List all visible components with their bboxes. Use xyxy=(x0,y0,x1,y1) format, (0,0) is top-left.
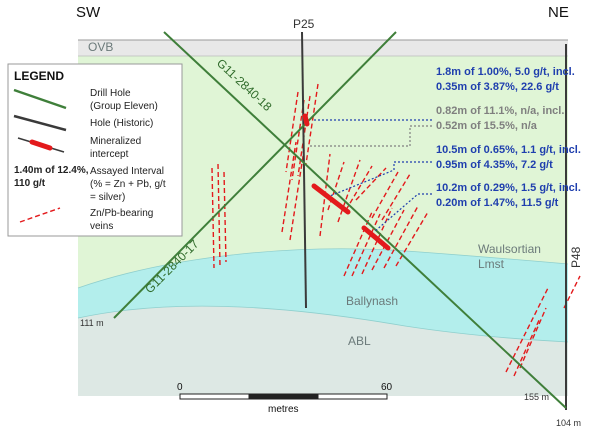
assay-2: 0.82m of 11.1%, n/a, incl. 0.52m of 15.5… xyxy=(436,105,564,132)
vein xyxy=(371,209,405,271)
abl-label: ABL xyxy=(348,334,371,348)
vein xyxy=(217,163,221,267)
hole-g11-2840-17 xyxy=(113,31,397,319)
vein xyxy=(305,83,319,165)
legend-veins-sub: veins xyxy=(90,221,113,232)
legend-vein-symbol xyxy=(19,207,61,223)
svg-text:0.95m of 4.35%, 7.2 g/t: 0.95m of 4.35%, 7.2 g/t xyxy=(436,159,553,171)
legend-assayed-sub2: = silver) xyxy=(90,192,125,203)
hole-p25 xyxy=(301,31,307,309)
abl-top-contact xyxy=(77,305,569,343)
mineralized-intercept xyxy=(361,225,391,251)
leader-2 xyxy=(310,125,432,147)
vein xyxy=(337,159,361,223)
legend-intercept-red xyxy=(29,139,53,151)
leader-4 xyxy=(373,193,432,233)
assay-1: 1.8m of 1.00%, 5.0 g/t, incl. 0.35m of 3… xyxy=(436,66,575,93)
svg-text:0.52m of 15.5%, n/a: 0.52m of 15.5%, n/a xyxy=(436,120,538,132)
scale-bar: 0 60 metres xyxy=(177,382,393,415)
ballynash-unit xyxy=(78,248,568,342)
assay-leaders xyxy=(310,119,432,233)
direction-ne: NE xyxy=(548,4,569,21)
p25-label: P25 xyxy=(293,17,315,31)
vein xyxy=(291,99,305,181)
ballynash-top-contact xyxy=(77,248,569,289)
ovb-unit xyxy=(78,40,568,56)
legend-drill-hole-symbol xyxy=(13,88,67,110)
vein xyxy=(223,171,227,263)
leader-3 xyxy=(329,161,432,197)
direction-sw: SW xyxy=(76,4,101,21)
assay-3: 10.5m of 0.65%, 1.1 g/t, incl. 0.95m of … xyxy=(436,144,581,171)
legend-assayed-sub1: (% = Zn + Pb, g/t xyxy=(90,179,166,190)
scale-end: 60 xyxy=(381,382,393,393)
vein xyxy=(355,167,387,201)
legend-drill-hole-label: Drill Hole xyxy=(90,88,131,99)
scale-seg-3 xyxy=(317,393,388,400)
legend-box xyxy=(7,63,183,237)
waulsortian-label: Waulsortian xyxy=(478,242,541,256)
scale-seg-2 xyxy=(248,393,319,400)
vein xyxy=(519,307,547,369)
scale-seg-1 xyxy=(179,393,250,400)
legend-historic-symbol xyxy=(13,114,67,132)
svg-text:0.82m of 11.1%, n/a, incl.: 0.82m of 11.1%, n/a, incl. xyxy=(436,105,564,117)
legend-assay-example-1: 1.40m of 12.4%, xyxy=(14,165,89,176)
abl-unit xyxy=(78,306,568,396)
vein xyxy=(395,211,429,267)
legend-assayed-label: Assayed Interval xyxy=(90,166,164,177)
legend-assay-example-2: 110 g/t xyxy=(14,178,46,189)
vein xyxy=(281,141,297,233)
p48-label: P48 xyxy=(569,246,583,268)
vein xyxy=(371,171,399,219)
mineralized-intercept xyxy=(302,113,310,127)
depth-left: 111 m xyxy=(80,318,104,328)
depth-mid: 155 m xyxy=(524,392,549,402)
depth-right: 104 m xyxy=(556,418,581,428)
hole-g11-2840-18 xyxy=(163,31,567,409)
vein xyxy=(327,161,345,211)
legend-intercept-label: Mineralized xyxy=(90,136,141,147)
svg-text:0.20m of 1.47%, 11.5 g/t: 0.20m of 1.47%, 11.5 g/t xyxy=(436,197,559,209)
legend-historic-label: Hole (Historic) xyxy=(90,118,153,129)
vein xyxy=(563,275,581,309)
assay-4: 10.2m of 0.29%, 1.5 g/t, incl. 0.20m of … xyxy=(436,182,581,209)
svg-text:1.8m of 1.00%, 5.0 g/t, incl.: 1.8m of 1.00%, 5.0 g/t, incl. xyxy=(436,66,575,78)
scale-unit: metres xyxy=(268,404,299,415)
lmst-label: Lmst xyxy=(478,257,505,271)
ovb-label: OVB xyxy=(88,40,113,54)
svg-text:10.5m of 0.65%, 1.1 g/t, incl.: 10.5m of 0.65%, 1.1 g/t, incl. xyxy=(436,144,581,156)
vein xyxy=(345,165,373,211)
legend-drill-hole-sub: (Group Eleven) xyxy=(90,101,158,112)
legend: LEGEND Drill Hole (Group Eleven) Hole (H… xyxy=(7,63,183,237)
mineralized-intercept xyxy=(311,183,351,215)
legend-veins-label: Zn/Pb-bearing xyxy=(90,208,153,219)
vein xyxy=(383,205,419,269)
ballynash-label: Ballynash xyxy=(346,294,398,308)
legend-intercept-sub: intercept xyxy=(90,149,129,160)
vein xyxy=(513,317,541,377)
legend-title: LEGEND xyxy=(14,69,64,83)
vein xyxy=(351,213,381,277)
vein xyxy=(289,149,305,241)
svg-text:0.35m of 3.87%, 22.6 g/t: 0.35m of 3.87%, 22.6 g/t xyxy=(436,81,559,93)
scale-start: 0 xyxy=(177,382,183,393)
vein xyxy=(285,91,299,173)
vein xyxy=(381,173,411,221)
svg-text:10.2m of 0.29%, 1.5 g/t, incl.: 10.2m of 0.29%, 1.5 g/t, incl. xyxy=(436,182,581,194)
